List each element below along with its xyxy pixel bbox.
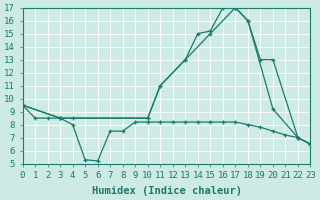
X-axis label: Humidex (Indice chaleur): Humidex (Indice chaleur): [92, 186, 242, 196]
